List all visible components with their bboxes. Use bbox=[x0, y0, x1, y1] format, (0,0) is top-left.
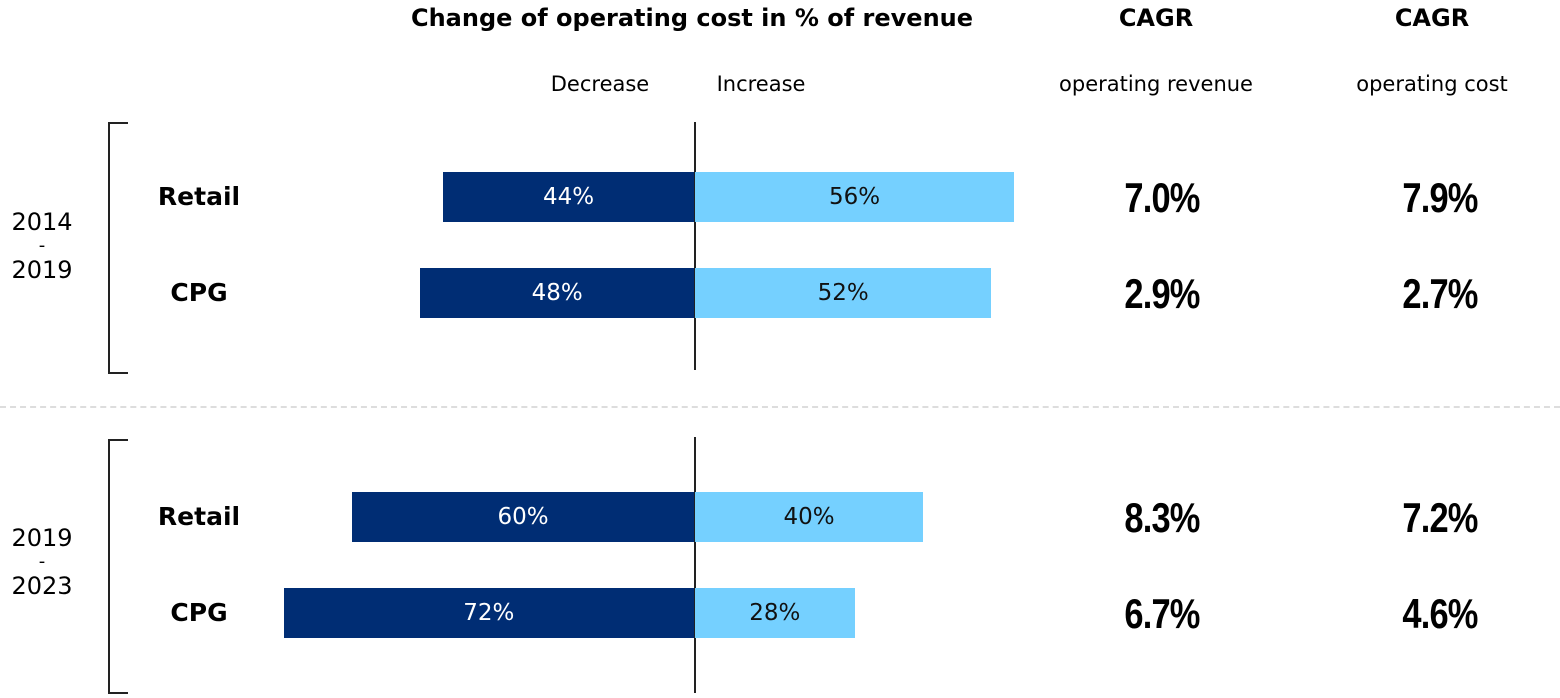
category-label: Retail bbox=[157, 182, 241, 211]
bar-increase: 52% bbox=[695, 268, 992, 318]
period-end: 2019 bbox=[11, 256, 73, 284]
bar-increase: 28% bbox=[695, 588, 855, 638]
cagr-revenue-value: 2.9% bbox=[1124, 270, 1200, 317]
cagr-cost-value: 2.7% bbox=[1402, 270, 1478, 317]
bar-increase: 56% bbox=[695, 172, 1015, 222]
period-dash: - bbox=[38, 235, 46, 256]
bar-decrease: 60% bbox=[352, 492, 694, 542]
group-separator bbox=[0, 406, 1560, 408]
cagr-cost-value: 7.2% bbox=[1402, 494, 1478, 541]
cagr-cost-value: 4.6% bbox=[1402, 590, 1478, 637]
category-label: CPG bbox=[170, 598, 228, 627]
cagr-cost-value: 7.9% bbox=[1402, 174, 1478, 221]
period-label: 2014 - 2019 bbox=[2, 208, 82, 284]
period-dash: - bbox=[38, 551, 46, 572]
period-start: 2019 bbox=[11, 524, 73, 552]
period-bracket bbox=[108, 122, 128, 374]
period-start: 2014 bbox=[11, 208, 73, 236]
cagr-cost-subtitle: operating cost bbox=[1356, 72, 1508, 96]
bar-decrease: 44% bbox=[443, 172, 694, 222]
cagr-revenue-subtitle: operating revenue bbox=[1059, 72, 1253, 96]
chart-title: Change of operating cost in % of revenue bbox=[410, 4, 974, 32]
zero-axis bbox=[694, 122, 696, 370]
bar-increase: 40% bbox=[695, 492, 923, 542]
cagr-revenue-title: CAGR bbox=[1118, 4, 1194, 32]
cagr-revenue-value: 8.3% bbox=[1124, 494, 1200, 541]
bar-decrease: 72% bbox=[283, 588, 694, 638]
period-bracket bbox=[108, 439, 128, 694]
legend-decrease: Decrease bbox=[550, 72, 650, 96]
cagr-revenue-value: 7.0% bbox=[1124, 174, 1200, 221]
cagr-revenue-value: 6.7% bbox=[1124, 590, 1200, 637]
period-label: 2019 - 2023 bbox=[2, 524, 82, 600]
bar-decrease: 48% bbox=[420, 268, 694, 318]
period-end: 2023 bbox=[11, 572, 73, 600]
category-label: CPG bbox=[170, 278, 228, 307]
cagr-cost-title: CAGR bbox=[1394, 4, 1470, 32]
zero-axis bbox=[694, 437, 696, 693]
legend-increase: Increase bbox=[716, 72, 806, 96]
category-label: Retail bbox=[157, 502, 241, 531]
